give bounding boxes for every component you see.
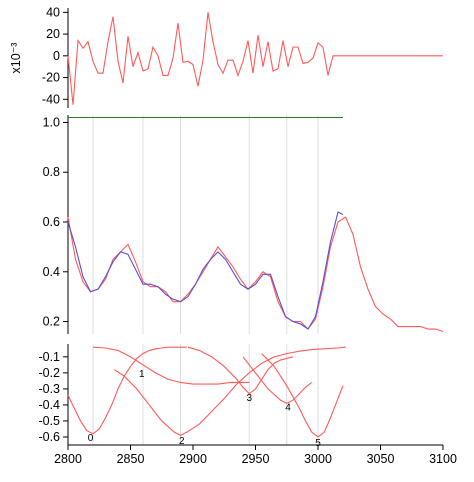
y-tick-label: 20 — [46, 27, 60, 41]
y-tick-label: 0 — [53, 49, 60, 63]
peak-label: 3 — [246, 393, 252, 404]
y-tick-label: 1.0 — [43, 115, 60, 129]
series-line — [92, 346, 250, 385]
residual-y-axis-label: x10⁻³ — [9, 43, 23, 74]
peak-label: 1 — [139, 369, 145, 380]
y-tick-label: 0.6 — [43, 215, 60, 229]
y-tick-label: -0.6 — [38, 430, 60, 444]
peak-label: 5 — [315, 438, 321, 449]
peak-label: 0 — [88, 433, 94, 444]
x-tick-label: 2800 — [54, 452, 82, 466]
series-line — [261, 353, 344, 438]
x-tick-label: 2950 — [242, 452, 270, 466]
series-line — [67, 211, 344, 330]
series-line — [242, 356, 313, 404]
y-tick-label: 40 — [46, 5, 60, 19]
series-line — [187, 346, 294, 395]
series-line — [113, 346, 346, 436]
x-tick-label: 3050 — [367, 452, 395, 466]
y-tick-label: -40 — [42, 92, 60, 106]
series-line — [67, 12, 443, 105]
y-tick-label: -0.5 — [38, 414, 60, 428]
y-tick-label: 0.8 — [43, 165, 60, 179]
x-tick-label: 3000 — [304, 452, 332, 466]
x-tick-label: 2850 — [117, 452, 145, 466]
y-tick-label: 0.4 — [43, 265, 60, 279]
x-tick-label: 3100 — [429, 452, 457, 466]
x-tick-label: 2900 — [179, 452, 207, 466]
y-tick-label: -0.1 — [38, 350, 60, 364]
series-line — [67, 216, 444, 333]
peak-label: 4 — [285, 403, 291, 414]
y-tick-label: -0.3 — [38, 382, 60, 396]
y-tick-label: 0.2 — [43, 315, 60, 329]
y-tick-label: -0.2 — [38, 366, 60, 380]
fit-panel: 0.2 0.4 0.6 0.8 1.0 — [43, 115, 444, 334]
series-line — [67, 346, 187, 435]
y-tick-label: -0.4 — [38, 398, 60, 412]
peak-label: 2 — [179, 436, 185, 447]
y-tick-label: -20 — [42, 71, 60, 85]
components-panel: -0.1 -0.2 -0.3 -0.4 -0.5 -0.6 2800 2850 2900 2950… — [38, 344, 457, 466]
residual-panel: -40 -20 0 20 40 — [42, 5, 443, 108]
